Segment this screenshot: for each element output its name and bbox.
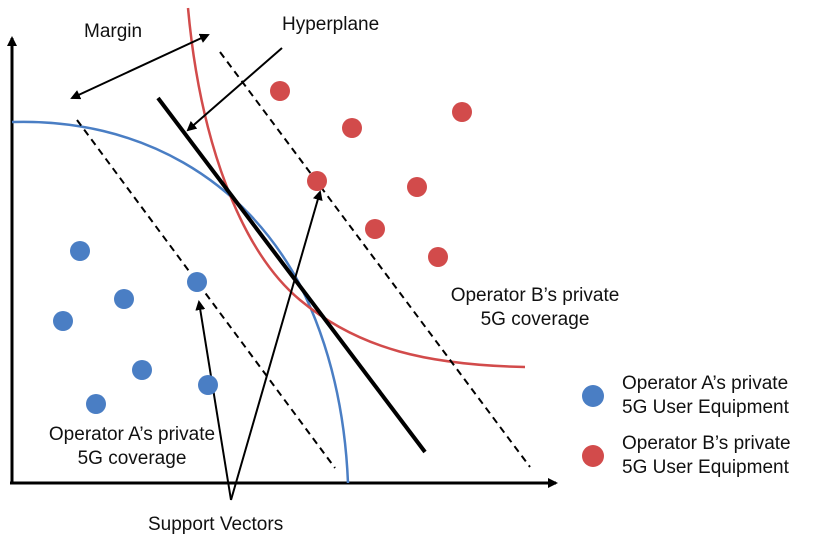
operator-b-ue <box>428 247 448 267</box>
operator-b-ue <box>452 102 472 122</box>
operator-b-ue <box>270 81 290 101</box>
operator-a-ue <box>53 311 73 331</box>
hyperplane-arrow <box>186 47 283 132</box>
support-vector-arrow-b <box>230 190 323 501</box>
operator-a-points <box>53 241 218 414</box>
operator-b-ue <box>342 118 362 138</box>
legend-label-line2: 5G User Equipment <box>622 397 789 418</box>
legend-label: Operator B’s private 5G User Equipment <box>622 432 791 480</box>
hyperplane-line <box>156 96 427 454</box>
operator-a-support-vector <box>187 272 207 292</box>
legend-item-operator-a: Operator A’s private 5G User Equipment <box>582 372 789 420</box>
legend-label-line1: Operator B’s private <box>622 433 791 454</box>
margin-arrow <box>70 33 210 100</box>
operator-a-ue <box>86 394 106 414</box>
coverage-b-label: Operator B’s private 5G coverage <box>425 284 645 332</box>
legend-item-operator-b: Operator B’s private 5G User Equipment <box>582 432 791 480</box>
coverage-b-label-line1: Operator B’s private <box>450 285 620 306</box>
operator-b-support-vector <box>307 171 327 191</box>
legend-label-line2: 5G User Equipment <box>622 457 789 478</box>
coverage-b-label-line2: 5G coverage <box>480 309 590 330</box>
legend-label-line1: Operator A’s private <box>622 373 789 394</box>
legend-marker-blue <box>582 385 604 407</box>
operator-a-ue <box>132 360 152 380</box>
operator-a-ue <box>198 375 218 395</box>
support-vector-arrow-a <box>195 300 232 501</box>
margin-label: Margin <box>84 21 143 42</box>
coverage-a-label: Operator A’s private 5G coverage <box>22 423 242 471</box>
margin-line-b <box>219 51 531 468</box>
operator-b-points <box>270 81 472 267</box>
operator-b-ue <box>365 219 385 239</box>
coverage-a-label-line2: 5G coverage <box>77 448 187 469</box>
support-vectors-label: Support Vectors <box>148 514 284 535</box>
operator-b-ue <box>407 177 427 197</box>
hyperplane-label: Hyperplane <box>282 14 380 35</box>
margin-line-a <box>76 119 336 469</box>
coverage-a-label-line1: Operator A’s private <box>48 424 216 445</box>
legend-marker-red <box>582 445 604 467</box>
legend-label: Operator A’s private 5G User Equipment <box>622 372 789 420</box>
operator-a-ue <box>114 289 134 309</box>
operator-a-coverage-boundary <box>11 120 350 484</box>
operator-a-ue <box>70 241 90 261</box>
